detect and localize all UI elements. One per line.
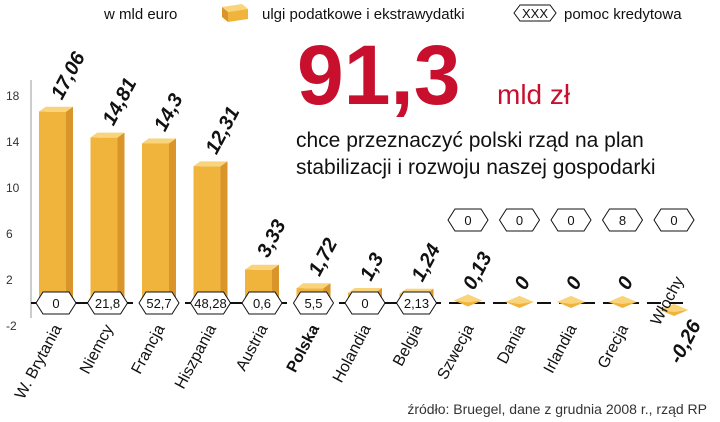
- bar: [454, 294, 482, 307]
- bar: [505, 296, 534, 308]
- credit-value: 52,7: [146, 296, 171, 311]
- credit-badge: 0: [447, 208, 489, 232]
- headline-line-2: stabilizacji i rozwoju naszej gospodarki: [296, 156, 656, 179]
- bar: [608, 296, 637, 308]
- category-label: Irlandia: [541, 322, 581, 376]
- credit-value: 8: [619, 213, 626, 228]
- legend: w mld euro ulgi podatkowe i ekstrawydatk…: [103, 4, 682, 23]
- headline: 91,3 mld zł chce przeznaczyć polski rząd…: [296, 28, 656, 179]
- y-tick-label: -2: [6, 319, 17, 333]
- credit-badge: 52,7: [138, 291, 180, 315]
- category-label: Holandia: [330, 322, 375, 386]
- value-label: 1,72: [304, 235, 342, 280]
- credit-value: 21,8: [95, 296, 120, 311]
- category-label: Austria: [233, 322, 271, 374]
- credit-badge: 0: [498, 208, 541, 232]
- value-label: 0,13: [459, 249, 497, 294]
- bar: [90, 132, 125, 308]
- credit-value: 0: [52, 296, 59, 311]
- credit-value: 0: [670, 213, 677, 228]
- y-tick-label: 18: [6, 89, 20, 103]
- credit-badge: 8: [601, 208, 644, 232]
- credit-badge: 48,28: [189, 291, 232, 315]
- value-label: 12,31: [201, 103, 244, 158]
- category-label: Niemcy: [77, 322, 117, 377]
- credit-badge: 0,6: [241, 291, 283, 315]
- credit-value: 0: [361, 296, 368, 311]
- value-label: 0: [562, 273, 587, 293]
- svg-text:XXX: XXX: [522, 6, 548, 21]
- legend-unit: w mld euro: [103, 6, 177, 23]
- value-label: 3,33: [253, 216, 291, 261]
- category-label: Szwecja: [435, 322, 478, 383]
- category-label: Polska: [284, 322, 323, 376]
- headline-big-unit: mld zł: [497, 79, 571, 110]
- category-label: Hiszpania: [172, 322, 220, 392]
- y-tick-label: 2: [6, 273, 13, 287]
- bar: [39, 106, 73, 308]
- y-tick-label: 14: [6, 135, 20, 149]
- category-label: Francja: [128, 322, 168, 377]
- category-label: Belgia: [390, 322, 426, 369]
- headline-line-1: chce przeznaczyć polski rząd na plan: [296, 129, 644, 152]
- value-label: 17,06: [47, 48, 90, 103]
- value-label: 1,3: [356, 250, 388, 285]
- y-tick-label: 10: [6, 181, 20, 195]
- category-label: Włochy: [648, 274, 688, 328]
- credit-badge: 2,13: [395, 291, 438, 315]
- bar: [660, 304, 688, 316]
- credit-badge: 21,8: [86, 291, 129, 315]
- category-label: Dania: [494, 322, 529, 367]
- credit-value: 0,6: [253, 296, 271, 311]
- legend-credit-icon: XXX: [513, 4, 557, 22]
- credit-badges: 0 21,8 52,7 48,28 0,6 5,5 0 2,13 0 0 0 8 0: [35, 208, 695, 315]
- credit-value: 0: [464, 213, 471, 228]
- category-label: Grecja: [595, 322, 632, 372]
- bar: [557, 296, 585, 308]
- bar: [193, 161, 228, 308]
- legend-bar-swatch: [222, 4, 248, 22]
- source-note: źródło: Bruegel, dane z grudnia 2008 r.,…: [407, 401, 707, 417]
- credit-value: 0: [567, 213, 574, 228]
- credit-badge: 0: [653, 208, 695, 232]
- credit-badge: 0: [550, 208, 592, 232]
- value-label: 0: [613, 273, 638, 293]
- credit-badge: 0: [344, 291, 386, 315]
- value-label: 14,81: [98, 75, 141, 130]
- legend-credit-label: pomoc kredytowa: [564, 6, 682, 23]
- value-label: -0,26: [665, 316, 706, 367]
- credit-value: 2,13: [404, 296, 429, 311]
- credit-value: 0: [516, 213, 523, 228]
- value-label: 0: [510, 273, 535, 293]
- credit-value: 5,5: [304, 296, 322, 311]
- headline-big-number: 91,3: [297, 28, 461, 122]
- value-label: 14,3: [150, 90, 188, 135]
- credit-badge: 5,5: [292, 291, 335, 315]
- value-label: 1,24: [407, 240, 445, 285]
- y-axis-ticks: -2 2 6 10 14 18: [6, 89, 20, 333]
- credit-value: 48,28: [194, 296, 227, 311]
- legend-bar-label: ulgi podatkowe i ekstrawydatki: [262, 6, 465, 23]
- category-label: W. Brytania: [12, 322, 65, 402]
- bar: [142, 138, 176, 308]
- y-tick-label: 6: [6, 227, 13, 241]
- credit-badge: 0: [35, 291, 77, 315]
